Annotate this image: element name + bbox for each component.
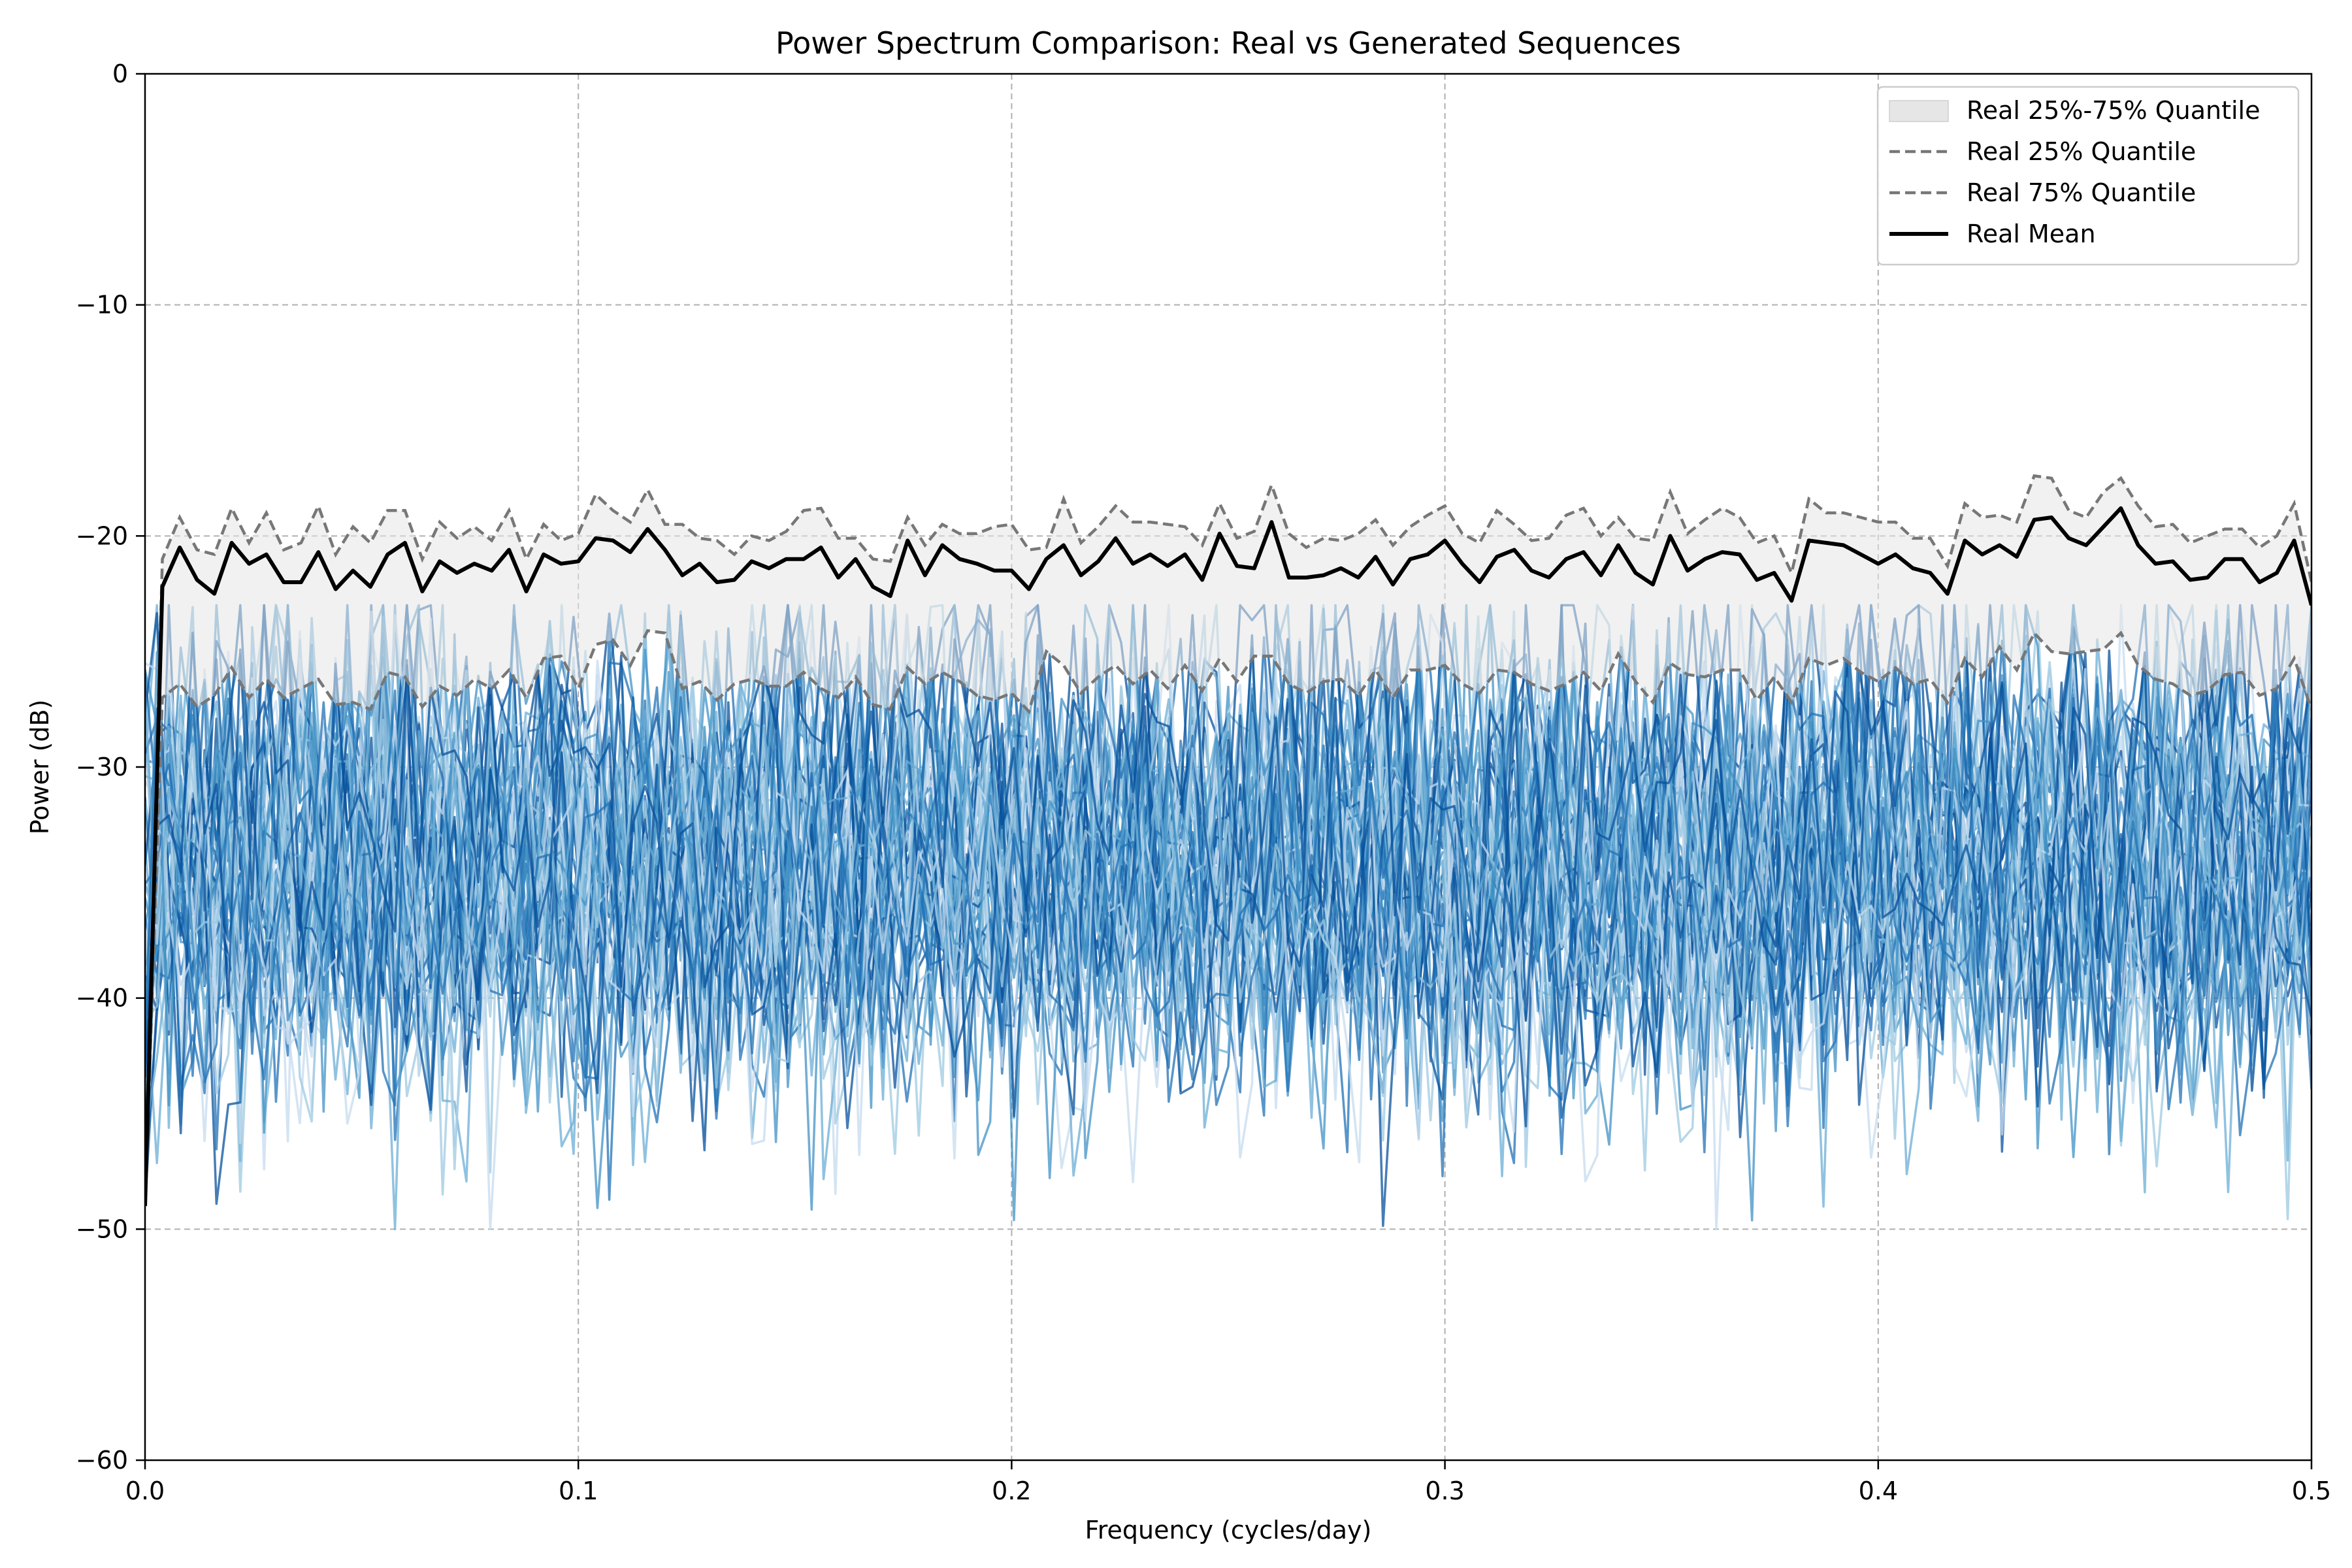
y-tick-label: 0 — [112, 59, 128, 88]
generated-series-line — [145, 615, 2311, 985]
legend: Real 25%-75% Quantile Real 25% Quantile Re… — [1876, 86, 2300, 266]
x-axis-label: Frequency (cycles/day) — [1085, 1516, 1372, 1544]
y-axis-label: Power (dB) — [25, 700, 54, 835]
y-tick-label: −40 — [76, 984, 128, 1013]
real-quantile-lines-group — [145, 474, 2311, 1207]
generated-series-line — [145, 604, 2311, 1078]
x-tick-label: 0.2 — [992, 1477, 1031, 1505]
legend-box — [1876, 86, 2300, 266]
legend-label: Real Mean — [1967, 220, 2096, 248]
chart-title: Power Spectrum Comparison: Real vs Gener… — [776, 25, 1681, 61]
legend-label: Real 75% Quantile — [1967, 178, 2196, 207]
x-tick-label: 0.5 — [2292, 1477, 2331, 1505]
x-tick-label: 0.4 — [1859, 1477, 1898, 1505]
generated-series-line — [145, 731, 2311, 1075]
legend-label: Real 25%-75% Quantile — [1967, 96, 2260, 125]
real-q25-line — [145, 629, 2311, 1207]
real-mean-group — [145, 506, 2311, 1207]
y-axis: 0 −10 −20 −30 −40 −50 −60 — [76, 59, 145, 1475]
legend-swatch-band — [1889, 100, 1949, 122]
generated-series-line — [145, 664, 2311, 1137]
x-tick-label: 0.3 — [1425, 1477, 1464, 1505]
generated-series-line — [145, 657, 2311, 986]
legend-label: Real 25% Quantile — [1967, 137, 2196, 166]
y-tick-label: −30 — [76, 753, 128, 781]
y-tick-label: −20 — [76, 521, 128, 550]
real-quantile-band-group — [145, 476, 2311, 1206]
real-quantile-band — [145, 476, 2311, 1206]
generated-series-line — [145, 604, 2311, 1202]
y-tick-label: −60 — [76, 1446, 128, 1475]
y-tick-label: −10 — [76, 291, 128, 319]
x-tick-label: 0.0 — [125, 1477, 165, 1505]
x-axis: 0.0 0.1 0.2 0.3 0.4 0.5 — [125, 1460, 2331, 1505]
generated-series-line — [145, 698, 2311, 1140]
y-tick-label: −50 — [76, 1215, 128, 1243]
real-mean-line — [145, 506, 2311, 1207]
real-q75-line — [145, 474, 2311, 1207]
x-tick-label: 0.1 — [559, 1477, 598, 1505]
generated-series-line — [145, 604, 2311, 1077]
